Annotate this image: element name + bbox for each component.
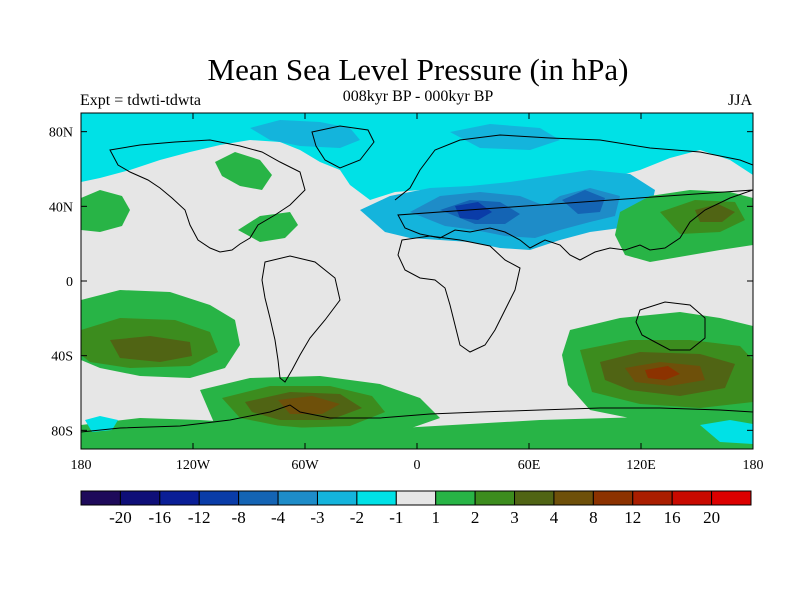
africa-coast	[397, 235, 521, 353]
atlantic-positive	[238, 212, 298, 242]
antarctic-positive	[81, 416, 753, 449]
antarctic-negative	[85, 416, 118, 432]
australia-coast	[635, 301, 706, 351]
pressure-field	[81, 113, 753, 449]
colorbar-swatch	[474, 490, 516, 506]
colorbar-swatch	[198, 490, 240, 506]
colorbar-label: 20	[703, 508, 720, 527]
colorbar-swatch	[514, 490, 555, 506]
colorbar-swatch	[316, 490, 358, 506]
coastlines	[81, 125, 753, 433]
lat-tick-label: 40N	[49, 200, 73, 215]
south-atlantic-positive-core	[278, 396, 340, 414]
colorbar-swatch	[592, 490, 634, 506]
colorbar-label: -1	[389, 508, 403, 527]
lon-tick-label: 60E	[518, 458, 541, 473]
lon-tick-label: 60W	[291, 458, 319, 473]
colorbar-swatch	[238, 490, 279, 506]
colorbar-swatch	[80, 490, 121, 506]
experiment-label: Expt = tdwti-tdwta	[80, 92, 202, 109]
greenland-coast	[311, 125, 375, 169]
colorbar-swatch	[159, 490, 200, 506]
colorbar-label: 4	[550, 508, 559, 527]
season-label: JJA	[727, 92, 752, 109]
antarctica-coast	[81, 404, 753, 433]
colorbar-swatch	[356, 490, 397, 506]
colorbar-label: 12	[624, 508, 641, 527]
mediterranean-low-core	[455, 202, 492, 220]
europe-asia-coast	[394, 134, 753, 261]
colorbar-swatch	[632, 490, 673, 506]
lon-tick-label: 180	[71, 458, 92, 473]
colorbar-label: 16	[664, 508, 681, 527]
north-america-coast	[109, 139, 306, 253]
colorbar-label: 3	[510, 508, 519, 527]
colorbar-swatch	[671, 490, 713, 506]
colorbar: -20 -16 -12 -8 -4 -3 -2 -1 1 2 3 4 8 12 16 20	[80, 490, 752, 527]
colorbar-swatch	[277, 490, 318, 506]
lon-tick-label: 0	[414, 458, 421, 473]
south-pacific-positive-core	[110, 336, 192, 362]
lat-tick-label: 0	[66, 275, 73, 290]
lat-tick-label: 40S	[51, 350, 73, 365]
lon-tick-label: 180	[743, 458, 764, 473]
colorbar-swatch	[119, 490, 161, 506]
canada-positive	[215, 152, 272, 190]
colorbar-label: -20	[109, 508, 132, 527]
axis-ticks: 80N 40N 0 40S 80S 180 120W 60W 0 60E 120E 180	[49, 113, 764, 473]
lon-tick-label: 120W	[176, 458, 211, 473]
colorbar-swatch	[553, 490, 594, 506]
south-america-coast	[261, 255, 341, 383]
colorbar-label: -2	[350, 508, 364, 527]
lat-tick-label: 80S	[51, 424, 73, 439]
chart-title: Mean Sea Level Pressure (in hPa)	[207, 52, 629, 87]
colorbar-label: -12	[188, 508, 211, 527]
colorbar-label: 1	[431, 508, 440, 527]
greenland-low	[250, 120, 360, 148]
antarctic-negative-east	[700, 420, 753, 444]
colorbar-swatch	[435, 490, 476, 506]
colorbar-label: 8	[589, 508, 598, 527]
siberia-low	[450, 124, 560, 150]
colorbar-label: -3	[310, 508, 324, 527]
colorbar-swatch	[395, 490, 437, 506]
colorbar-swatch	[711, 490, 752, 506]
colorbar-label: 2	[471, 508, 480, 527]
north-pacific-positive	[81, 190, 130, 232]
chart-subtitle: 008kyr BP - 000kyr BP	[342, 88, 494, 105]
west-pacific-positive-core	[695, 204, 735, 222]
lat-tick-label: 80N	[49, 126, 73, 141]
colorbar-label: -16	[148, 508, 171, 527]
lon-tick-label: 120E	[626, 458, 656, 473]
colorbar-label: -8	[232, 508, 246, 527]
colorbar-label: -4	[271, 508, 286, 527]
indian-ocean-positive-core	[645, 366, 680, 380]
